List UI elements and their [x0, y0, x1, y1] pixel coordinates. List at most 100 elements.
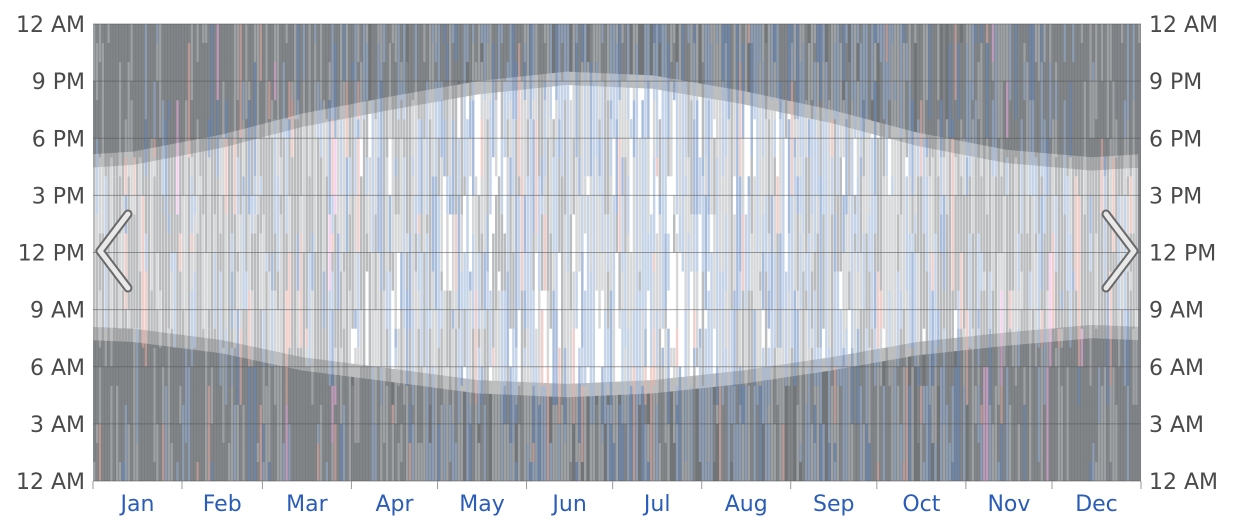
- weather-bar: [434, 176, 438, 234]
- weather-bar: [1100, 290, 1104, 310]
- weather-bar: [196, 24, 199, 63]
- weather-bar: [739, 366, 742, 405]
- weather-bar: [865, 119, 868, 234]
- weather-bar: [210, 138, 214, 234]
- weather-bar: [538, 176, 541, 291]
- weather-bar: [179, 423, 182, 482]
- weather-bar: [1135, 24, 1138, 44]
- weather-bar: [492, 233, 495, 348]
- weather-bar: [888, 24, 891, 101]
- weather-bar: [928, 404, 931, 481]
- weather-bar: [624, 347, 627, 367]
- weather-bar: [454, 328, 458, 443]
- weather-bar: [650, 309, 653, 329]
- weather-bar: [535, 461, 538, 481]
- weather-bar: [632, 100, 636, 158]
- weather-bar: [121, 461, 125, 481]
- weather-bar: [667, 24, 670, 44]
- weather-bar: [115, 252, 119, 329]
- weather-bar: [885, 347, 888, 405]
- weather-bar: [308, 366, 311, 443]
- weather-bar: [787, 119, 791, 234]
- weather-bar: [305, 271, 308, 329]
- weather-bar: [1115, 24, 1118, 120]
- weather-bar: [420, 119, 423, 215]
- weather-bar: [1118, 309, 1121, 367]
- weather-bar: [216, 24, 219, 101]
- weather-bar: [236, 214, 239, 253]
- weather-bar: [417, 233, 420, 291]
- weather-bar: [718, 271, 722, 310]
- weather-bar: [816, 62, 819, 82]
- weather-bar: [368, 423, 372, 462]
- weather-bar: [182, 24, 185, 44]
- weather-bar: [767, 233, 771, 253]
- weather-bar: [259, 24, 262, 82]
- weather-bar: [687, 309, 690, 367]
- weather-bar: [945, 309, 949, 405]
- weather-bar: [1138, 271, 1141, 367]
- weather-bar: [782, 423, 785, 462]
- weather-bar: [868, 195, 871, 215]
- weather-bar: [762, 347, 765, 424]
- weather-bar: [965, 309, 969, 405]
- weather-bar: [1054, 24, 1058, 63]
- weather-bar: [141, 309, 145, 348]
- weather-bar: [385, 157, 389, 272]
- weather-bar: [360, 309, 363, 367]
- weather-bar: [598, 176, 601, 196]
- weather-bar: [718, 328, 722, 367]
- weather-bar: [733, 24, 736, 63]
- weather-bar: [644, 423, 647, 482]
- weather-bar: [299, 100, 303, 196]
- weather-bar: [581, 24, 584, 63]
- weather-bar: [250, 290, 254, 367]
- weather-bar: [931, 385, 934, 443]
- weather-bar: [658, 214, 662, 329]
- weather-bar: [529, 252, 532, 272]
- weather-bar: [859, 43, 863, 158]
- weather-bar: [589, 271, 593, 310]
- weather-bar: [1074, 347, 1078, 462]
- weather-bar: [704, 138, 708, 158]
- weather-bar: [905, 290, 908, 367]
- weather-bar: [540, 157, 544, 196]
- weather-bar: [230, 81, 234, 139]
- weather-bar: [1100, 24, 1104, 82]
- weather-bar: [1132, 233, 1135, 329]
- weather-bar: [810, 24, 814, 101]
- weather-bar: [672, 347, 676, 443]
- weather-bar: [931, 252, 934, 291]
- weather-bar: [641, 252, 644, 310]
- weather-bar: [93, 24, 96, 82]
- weather-bar: [1066, 176, 1069, 291]
- weather-bar: [1126, 309, 1130, 386]
- weather-bar: [512, 442, 515, 481]
- weather-bar: [839, 309, 842, 386]
- weather-bar: [1054, 157, 1058, 177]
- weather-bar: [968, 347, 972, 424]
- weather-bar: [460, 385, 463, 481]
- weather-bar: [417, 442, 420, 481]
- weather-bar: [1040, 62, 1043, 177]
- weather-bar: [279, 157, 283, 196]
- next-button[interactable]: [1098, 206, 1142, 296]
- previous-button[interactable]: [92, 206, 136, 296]
- weather-bar: [121, 100, 125, 196]
- weather-bar: [489, 195, 492, 215]
- weather-bar: [1132, 43, 1135, 101]
- weather-bar: [583, 290, 587, 386]
- weather-bar: [196, 290, 199, 348]
- weather-bar: [618, 309, 621, 329]
- weather-bar: [196, 461, 199, 481]
- weather-bar: [718, 24, 722, 82]
- weather-bar: [150, 385, 153, 481]
- weather-bar: [1069, 442, 1072, 481]
- weather-bar: [506, 366, 509, 424]
- weather-bar: [988, 404, 992, 481]
- weather-bar: [141, 24, 145, 44]
- weather-bar: [319, 100, 323, 158]
- weather-bar: [282, 252, 285, 329]
- weather-bar: [133, 214, 136, 234]
- weather-bar: [627, 176, 630, 234]
